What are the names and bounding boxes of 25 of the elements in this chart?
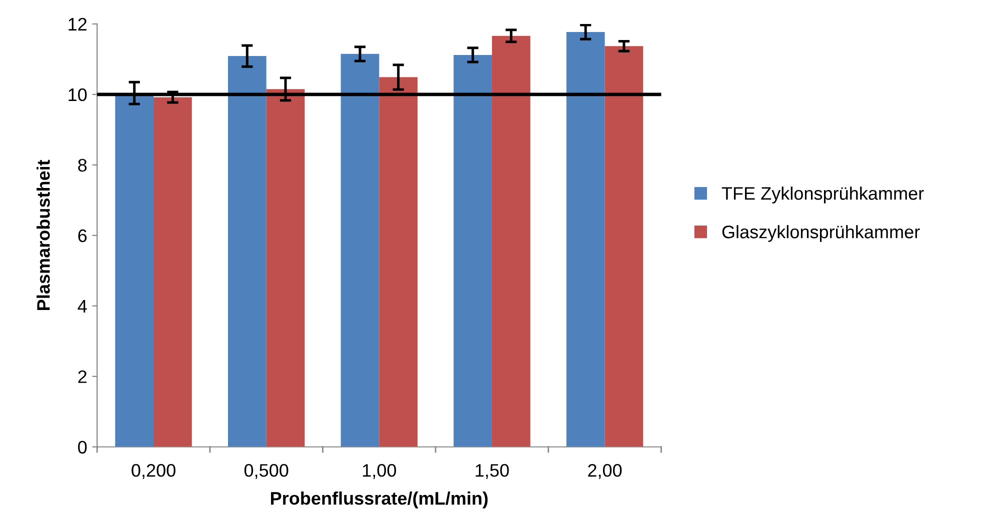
bar bbox=[454, 54, 492, 447]
x-tick-label: 1,50 bbox=[476, 464, 509, 479]
x-tick-label: 0,200 bbox=[132, 464, 176, 479]
bar bbox=[604, 46, 644, 447]
y-tick-label: 6 bbox=[78, 229, 87, 242]
bar bbox=[379, 77, 418, 447]
bar bbox=[340, 54, 380, 447]
y-tick-label: 8 bbox=[78, 158, 87, 172]
bar bbox=[266, 89, 305, 447]
y-tick-label: 2 bbox=[78, 370, 86, 383]
x-axis-title: Probenflussrate/(mL/min) bbox=[271, 491, 488, 508]
y-tick-label: 0 bbox=[78, 440, 87, 454]
legend-label: Glaszyklonsprühkammer bbox=[722, 225, 920, 242]
x-tick-label: 0,500 bbox=[244, 464, 288, 479]
x-tick-label: 1,00 bbox=[362, 464, 396, 479]
y-tick-label: 10 bbox=[68, 88, 87, 102]
y-axis-title: Plasmarobustheit bbox=[36, 160, 50, 310]
bar bbox=[154, 97, 192, 447]
y-tick-label: 12 bbox=[68, 18, 86, 30]
x-tick-label: 2,00 bbox=[588, 464, 622, 479]
legend-label: TFE Zyklonsprühkammer bbox=[722, 186, 924, 204]
bar bbox=[228, 56, 266, 447]
bar bbox=[492, 36, 530, 447]
y-tick-label: 4 bbox=[78, 300, 87, 312]
bar bbox=[566, 32, 605, 447]
